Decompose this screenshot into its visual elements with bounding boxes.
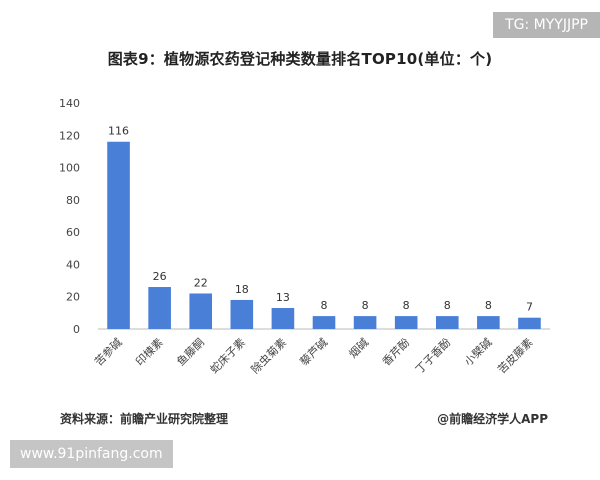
category-label: 藜芦碱 — [298, 336, 331, 369]
y-axis-ticks: 0 20 40 60 80 100 120 140 — [59, 97, 80, 336]
y-tick-label: 60 — [66, 226, 80, 239]
category-label: 小檗碱 — [461, 335, 494, 368]
bar — [477, 316, 500, 329]
bar — [230, 299, 254, 329]
category-label: 烟碱 — [346, 335, 371, 360]
tg-watermark-badge: TG: MYYJJPP — [493, 12, 600, 38]
bar-data-label: 8 — [403, 299, 410, 312]
bar-data-label: 8 — [362, 299, 369, 312]
bar-data-label: 8 — [444, 299, 451, 312]
category-label: 苦皮藤素 — [495, 336, 535, 376]
bar-data-label: 8 — [485, 299, 492, 312]
bar — [518, 317, 541, 329]
data-labels-group: 116 26 22 18 13 8 8 8 8 8 7 — [108, 125, 533, 314]
y-tick-label: 40 — [66, 258, 80, 271]
y-tick-label: 100 — [59, 162, 80, 175]
bar-data-label: 22 — [194, 276, 208, 289]
y-tick-label: 120 — [59, 129, 80, 142]
category-label: 除虫菊素 — [248, 335, 289, 376]
category-label: 丁子香酚 — [412, 335, 453, 376]
category-label: 印楝素 — [133, 335, 166, 368]
category-labels-group: 苦参碱 印楝素 鱼藤酮 蛇床子素 除虫菊素 藜芦碱 烟碱 香芹酚 丁子香酚 小檗碱 苦皮藤素 — [91, 335, 535, 376]
bar-data-label: 26 — [153, 270, 167, 283]
category-label: 苦参碱 — [91, 335, 124, 368]
y-tick-label: 140 — [59, 97, 80, 110]
chart-title: 图表9：植物源农药登记种类数量排名TOP10(单位：个) — [107, 50, 493, 68]
bars-group — [107, 141, 541, 329]
bar — [148, 287, 171, 329]
category-label: 香芹酚 — [379, 335, 412, 368]
bar — [353, 316, 377, 329]
bar-data-label: 18 — [235, 283, 249, 296]
url-watermark-badge: www.91pinfang.com — [10, 440, 173, 468]
category-label: 蛇床子素 — [207, 335, 248, 376]
bar-data-label: 13 — [276, 291, 290, 304]
bar — [394, 316, 418, 329]
brand-note: @前瞻经济学人APP — [437, 412, 548, 426]
bar — [435, 316, 459, 329]
bar-data-label: 7 — [526, 301, 533, 314]
bar — [107, 141, 130, 329]
bar — [189, 293, 213, 329]
y-tick-label: 80 — [66, 194, 80, 207]
y-tick-label: 20 — [66, 291, 80, 304]
source-note: 资料来源：前瞻产业研究院整理 — [60, 412, 229, 426]
category-label: 鱼藤酮 — [174, 335, 207, 368]
y-tick-label: 0 — [73, 323, 80, 336]
bar-data-label: 116 — [108, 125, 129, 138]
bar — [312, 316, 336, 329]
bar — [271, 308, 295, 329]
bar-data-label: 8 — [321, 299, 328, 312]
